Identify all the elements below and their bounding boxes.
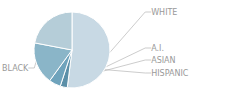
svg-text:A.I.: A.I.	[151, 44, 164, 53]
svg-text:ASIAN: ASIAN	[151, 56, 175, 65]
svg-text:WHITE: WHITE	[151, 8, 177, 17]
svg-text:HISPANIC: HISPANIC	[151, 69, 189, 78]
svg-text:BLACK: BLACK	[2, 64, 29, 73]
